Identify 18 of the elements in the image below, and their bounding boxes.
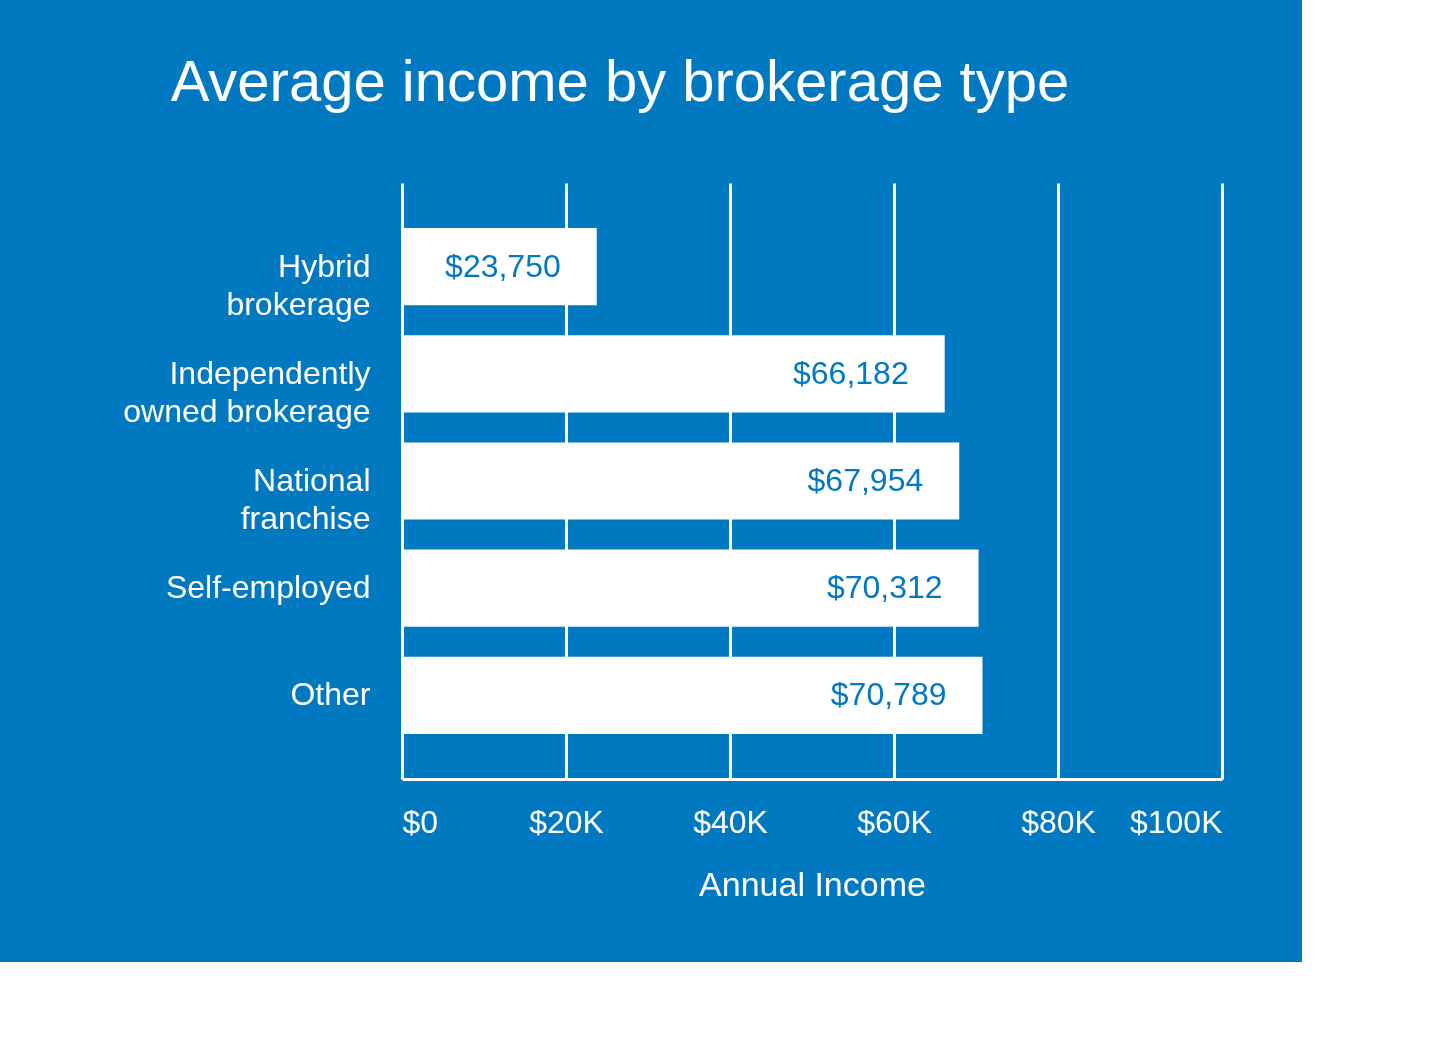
x-tick-label: $20K bbox=[529, 803, 604, 840]
x-axis-title: Annual Income bbox=[699, 864, 926, 903]
chart-title: Average income by brokerage type bbox=[170, 48, 1070, 113]
y-tick-label: Independently owned brokerage bbox=[123, 354, 371, 429]
x-tick-label: $0 bbox=[402, 803, 439, 840]
y-tick-label: National franchise bbox=[240, 462, 371, 536]
x-tick-label: $60K bbox=[857, 803, 932, 840]
x-tick-label: $100K bbox=[1129, 803, 1223, 840]
y-tick-label: Other bbox=[290, 676, 371, 713]
y-tick-label: Hybrid brokerage bbox=[226, 247, 371, 322]
data-label: $66,182 bbox=[793, 354, 909, 391]
x-tick-label: $80K bbox=[1021, 803, 1096, 840]
data-label: $67,954 bbox=[807, 462, 924, 498]
x-tick-label: $40K bbox=[693, 803, 768, 840]
data-label: $23,750 bbox=[445, 247, 561, 284]
data-label: $70,312 bbox=[826, 569, 943, 606]
y-tick-label: Self-employed bbox=[165, 569, 371, 606]
data-label: $70,789 bbox=[830, 676, 947, 713]
